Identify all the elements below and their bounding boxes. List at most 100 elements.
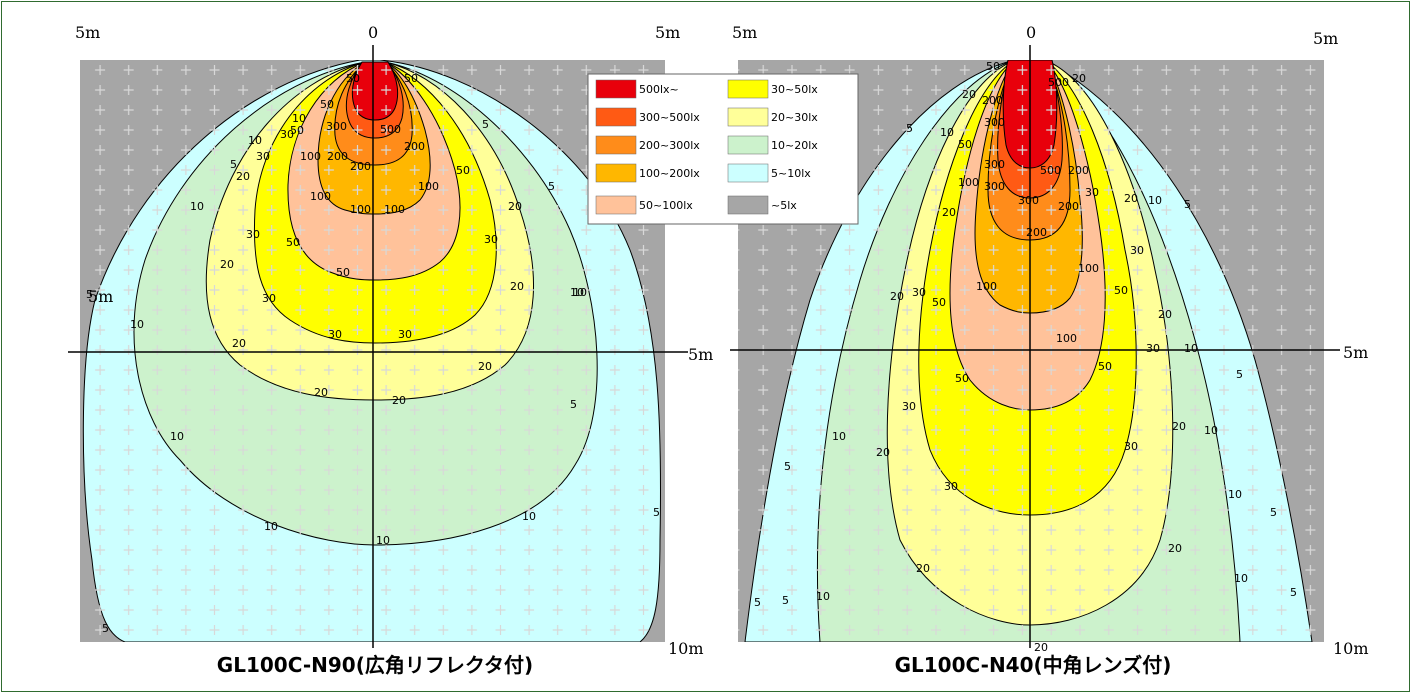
left-contour-label: 300: [326, 120, 347, 133]
legend-item: 10~20lx: [727, 135, 818, 155]
legend-label: 500lx~: [639, 83, 679, 96]
right-contour-label: 20: [890, 290, 904, 303]
left-contour-label: 30: [328, 328, 342, 341]
right-contour-label: 10: [1204, 424, 1218, 437]
right-mid-right-label: 5m: [1343, 343, 1368, 362]
right-contour-label: 200: [982, 94, 1003, 107]
right-caption: GL100C-N40(中角レンズ付): [895, 653, 1172, 677]
left-contour-label: 50: [286, 236, 300, 249]
legend-swatch: [595, 135, 637, 155]
legend-swatch: [727, 107, 769, 127]
left-top-right-label: 5m: [655, 23, 680, 42]
right-contour-label: 100: [976, 280, 997, 293]
left-contour-label: 20: [510, 280, 524, 293]
left-contour-label: 5: [482, 118, 489, 131]
legend-label: 5~10lx: [771, 167, 811, 180]
left-contour-label: 10: [170, 430, 184, 443]
left-top-center-label: 0: [368, 23, 378, 42]
left-contour-label: 5: [653, 506, 660, 519]
left-caption: GL100C-N90(広角リフレクタ付): [217, 653, 533, 677]
right-contour-label: 100: [958, 176, 979, 189]
right-diagram: 5m 0 5m 5m 10m 50 20 200 300 500 20 5 10…: [730, 23, 1369, 677]
right-contour-label: 5: [1270, 506, 1277, 519]
right-contour-label: 30: [1130, 244, 1144, 257]
left-contour-label: 10: [130, 318, 144, 331]
right-contour-label: 100: [1056, 332, 1077, 345]
right-contour-label: 300: [984, 180, 1005, 193]
right-contour-labels: 50 20 200 300 500 20 5 10 50 300 500 200…: [754, 60, 1297, 654]
left-contour-label: 10: [522, 510, 536, 523]
left-contour-label: 5: [86, 288, 93, 301]
right-contour-label: 5: [782, 594, 789, 607]
left-contour-label: 50: [404, 72, 418, 85]
legend-label: 200~300lx: [639, 139, 700, 152]
right-contour-label: 20: [916, 562, 930, 575]
right-contour-label: 200: [1068, 164, 1089, 177]
left-contour-label: 30: [246, 228, 260, 241]
left-contour-label: 100: [350, 203, 371, 216]
right-contour-label: 30: [1146, 342, 1160, 355]
left-contour-label: 10: [573, 286, 587, 299]
right-contour-label: 10: [816, 590, 830, 603]
right-contour-label: 50: [958, 138, 972, 151]
legend-item: 300~500lx: [595, 107, 700, 127]
left-contour-label: 200: [327, 150, 348, 163]
left-top-left-label: 5m: [75, 23, 100, 42]
right-contour-label: 10: [1148, 194, 1162, 207]
right-contour-label: 300: [984, 158, 1005, 171]
left-contour-label: 50: [456, 164, 470, 177]
right-contour-label: 20: [1124, 192, 1138, 205]
right-contour-label: 5: [784, 460, 791, 473]
left-diagram: 5m 0 5m 5m 5m 10m 50 50 10 10 5 5 20 30 …: [68, 23, 713, 677]
legend-label: 30~50lx: [771, 83, 818, 96]
left-contour-label: 200: [350, 160, 371, 173]
right-contour-label: 50: [955, 372, 969, 385]
right-contour-label: 50: [1098, 360, 1112, 373]
right-contour-label: 50: [986, 60, 1000, 73]
left-contour-label: 10: [292, 112, 306, 125]
right-contour-label: 200: [1058, 200, 1079, 213]
right-contour-label: 5: [754, 596, 761, 609]
left-contour-label: 30: [484, 233, 498, 246]
right-contour-label: 10: [832, 430, 846, 443]
left-contour-label: 50: [320, 98, 334, 111]
left-contour-label: 50: [336, 266, 350, 279]
right-contour-label: 300: [1018, 194, 1039, 207]
right-contour-label: 30: [1124, 440, 1138, 453]
right-contour-label: 50: [1114, 284, 1128, 297]
right-contour-label: 500: [1040, 164, 1061, 177]
legend-item: 5~10lx: [727, 163, 811, 183]
legend-swatch: [727, 135, 769, 155]
right-contour-label: 300: [984, 116, 1005, 129]
right-contour-label: 10: [940, 126, 954, 139]
left-contour-label: 100: [384, 203, 405, 216]
left-contour-label: 30: [256, 150, 270, 163]
left-contour-label: 100: [418, 180, 439, 193]
legend-swatch: [595, 163, 637, 183]
right-contour-label: 50: [932, 296, 946, 309]
left-contour-label: 20: [220, 258, 234, 271]
legend-item: 500lx~: [595, 79, 679, 99]
legend-swatch: [595, 79, 637, 99]
left-contour-label: 100: [310, 190, 331, 203]
right-contour-label: 500: [1048, 76, 1069, 89]
right-contour-label: 5: [906, 122, 913, 135]
left-contour-label: 30: [398, 328, 412, 341]
legend-swatch: [727, 163, 769, 183]
legend-label: 10~20lx: [771, 139, 818, 152]
right-top-center-label: 0: [1026, 23, 1036, 42]
left-contour-label: 500: [380, 123, 401, 136]
legend-swatch: [727, 195, 769, 215]
left-contour-label: 20: [478, 360, 492, 373]
right-contour-label: 20: [962, 88, 976, 101]
right-contour-label: 20: [1168, 542, 1182, 555]
left-contour-label: 20: [508, 200, 522, 213]
right-top-right-label: 5m: [1313, 29, 1338, 48]
left-contour-label: 20: [392, 394, 406, 407]
left-contour-label: 5: [230, 158, 237, 171]
left-bottom-right-label: 10m: [668, 639, 704, 658]
right-bottom-right-label: 10m: [1333, 639, 1369, 658]
right-contour-label: 10: [1228, 488, 1242, 501]
left-contour-label: 5: [570, 398, 577, 411]
